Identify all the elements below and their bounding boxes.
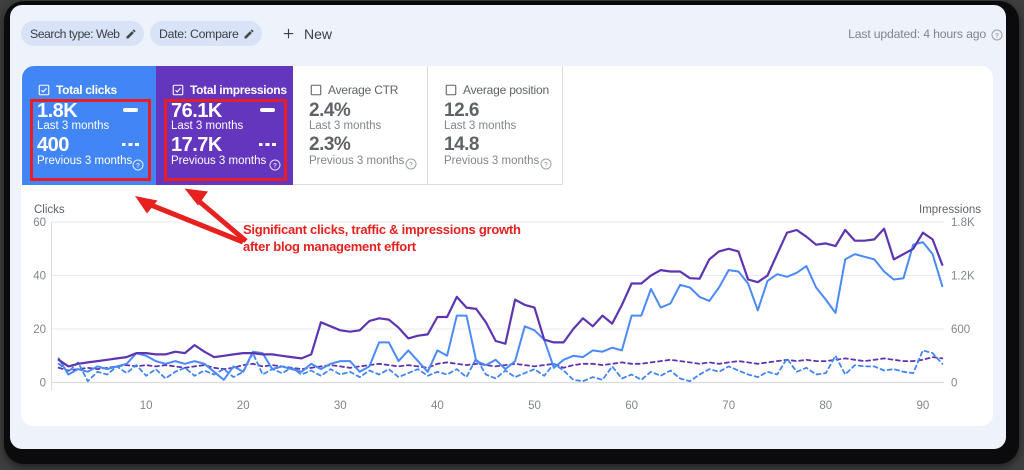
svg-text:0: 0 <box>40 378 46 390</box>
svg-text:20: 20 <box>237 400 250 412</box>
svg-text:1.2K: 1.2K <box>951 271 975 283</box>
svg-text:600: 600 <box>951 324 970 336</box>
svg-text:0: 0 <box>951 378 957 390</box>
svg-text:90: 90 <box>917 400 930 412</box>
svg-text:Clicks: Clicks <box>34 204 65 216</box>
svg-text:70: 70 <box>722 400 735 412</box>
svg-text:?: ? <box>995 32 999 39</box>
svg-text:40: 40 <box>33 271 46 283</box>
svg-text:1.8K: 1.8K <box>951 217 975 229</box>
svg-text:?: ? <box>273 162 277 169</box>
svg-text:?: ? <box>136 162 140 169</box>
svg-text:?: ? <box>544 161 548 168</box>
svg-text:10: 10 <box>140 400 153 412</box>
svg-text:80: 80 <box>819 400 832 412</box>
svg-text:60: 60 <box>625 400 638 412</box>
svg-text:50: 50 <box>528 400 541 412</box>
svg-text:40: 40 <box>431 400 444 412</box>
svg-text:30: 30 <box>334 400 347 412</box>
svg-text:?: ? <box>409 161 413 168</box>
svg-text:20: 20 <box>33 324 46 336</box>
svg-text:Impressions: Impressions <box>919 204 981 216</box>
svg-text:60: 60 <box>33 217 46 229</box>
